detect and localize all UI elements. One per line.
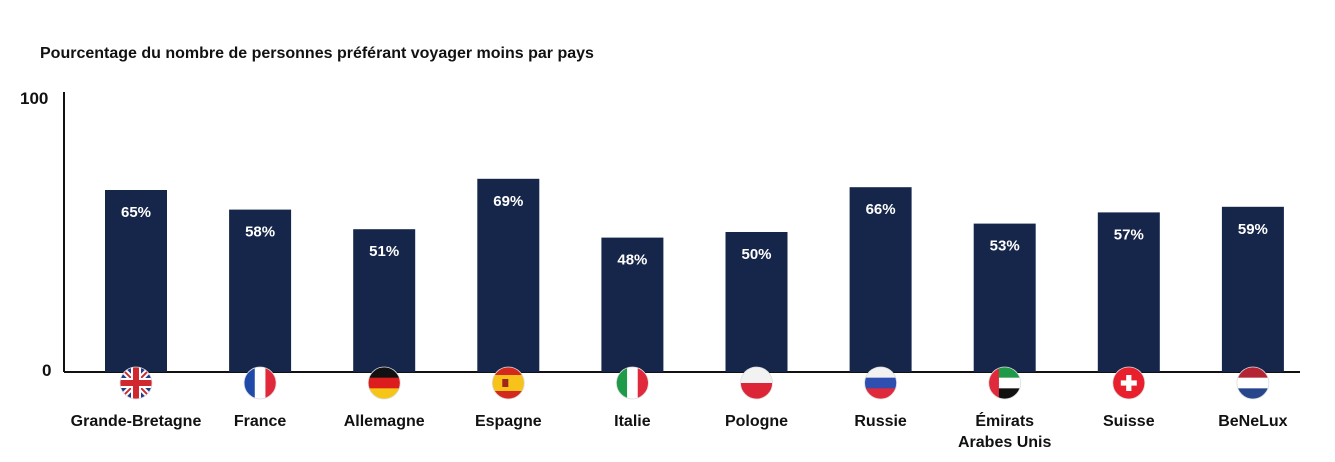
y-tick-label-top: 100 [20,89,48,108]
bar-uae [973,223,1036,372]
bar-netherlands [1221,206,1284,372]
data-label-spain: 69% [493,193,523,210]
data-label-uae: 53% [990,238,1020,255]
bar-germany [353,229,416,372]
x-tick-label-switzerland: Suisse [1103,413,1155,430]
chart-title: Pourcentage du nombre de personnes préfé… [40,45,594,62]
spain-flag-icon [491,366,525,400]
x-tick-label-russia: Russie [854,413,907,430]
data-label-russia: 66% [866,201,896,218]
x-tick-label-uae-line1: Émirats [975,411,1034,430]
bar-italy [601,237,664,372]
bars-group: 65% Grande-Bretagne 58% France 51% Allemagne 6… [71,178,1288,451]
x-tick-label-italy: Italie [614,413,651,430]
russia-flag-icon [864,366,897,400]
data-label-italy: 48% [617,252,647,269]
bar-spain [477,178,540,372]
netherlands-flag-icon [1236,366,1270,400]
bar-france [229,209,292,372]
uk-flag-icon [119,366,153,400]
data-label-germany: 51% [369,243,399,260]
data-label-netherlands: 59% [1238,221,1268,238]
y-tick-label-bottom: 0 [42,361,51,380]
bar-switzerland [1097,212,1160,372]
bar-uk [105,190,167,372]
data-label-switzerland: 57% [1114,226,1144,243]
bar-russia [849,187,912,372]
x-tick-label-germany: Allemagne [344,413,425,430]
france-flag-icon [243,366,277,400]
x-tick-label-poland: Pologne [725,413,788,430]
data-label-poland: 50% [741,246,771,263]
italy-flag-icon [616,366,649,400]
bar-poland [725,232,788,372]
x-tick-label-uae-line2: Arabes Unis [958,434,1051,451]
x-tick-label-uk: Grande-Bretagne [71,413,202,430]
x-tick-label-netherlands: BeNeLux [1218,413,1287,430]
uae-flag-icon [988,366,1022,400]
x-tick-label-spain: Espagne [475,413,542,430]
data-label-uk: 65% [121,204,151,221]
x-tick-label-france: France [234,413,287,430]
poland-flag-icon [740,366,773,400]
data-label-france: 58% [245,224,275,241]
germany-flag-icon [367,366,401,400]
switzerland-flag-icon [1112,366,1146,400]
